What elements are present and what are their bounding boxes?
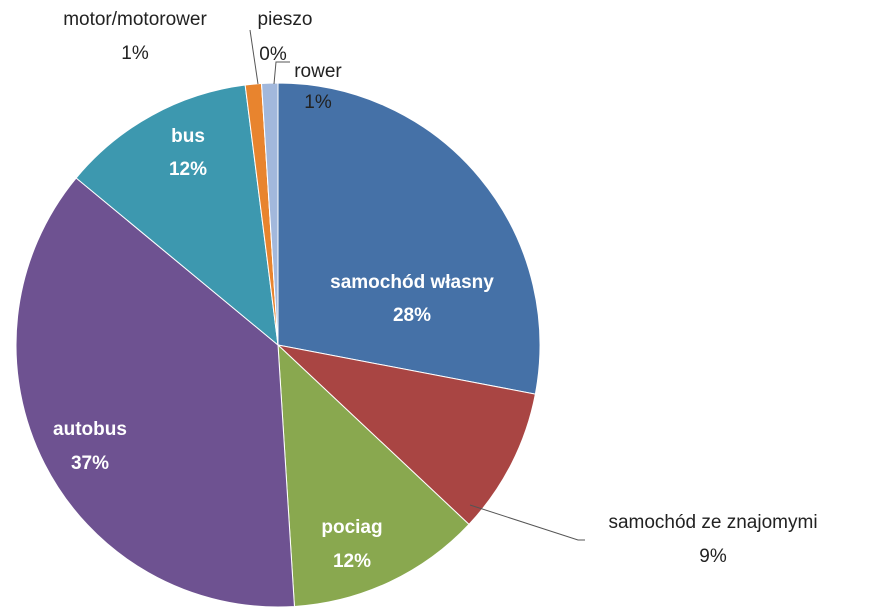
pie-slice	[277, 343, 470, 608]
slice-value: 0%	[259, 44, 287, 65]
slice-label: rower	[294, 61, 342, 82]
slice-value: 9%	[699, 546, 727, 567]
slice-label: samochód ze znajomymi	[608, 512, 817, 533]
slice-label: autobus	[53, 419, 127, 440]
pie-slice	[277, 82, 541, 395]
slice-label: pieszo	[258, 9, 313, 30]
slice-value: 12%	[169, 159, 207, 180]
slice-value: 1%	[304, 92, 332, 113]
slice-label: samochód własny	[330, 272, 494, 293]
slice-value: 37%	[71, 453, 109, 474]
pie-slice	[261, 82, 279, 346]
leader-line	[273, 61, 290, 85]
pie-slice	[75, 84, 279, 347]
slice-value: 12%	[333, 551, 371, 572]
slice-value: 28%	[393, 305, 431, 326]
leader-line	[469, 504, 585, 541]
slice-label: pociag	[321, 517, 382, 538]
slice-label: bus	[171, 126, 205, 147]
slice-value: 1%	[121, 43, 149, 64]
pie-slice	[15, 177, 295, 608]
slice-label: motor/motorower	[63, 9, 207, 30]
leader-line	[249, 29, 259, 85]
pie-slice	[276, 344, 536, 526]
